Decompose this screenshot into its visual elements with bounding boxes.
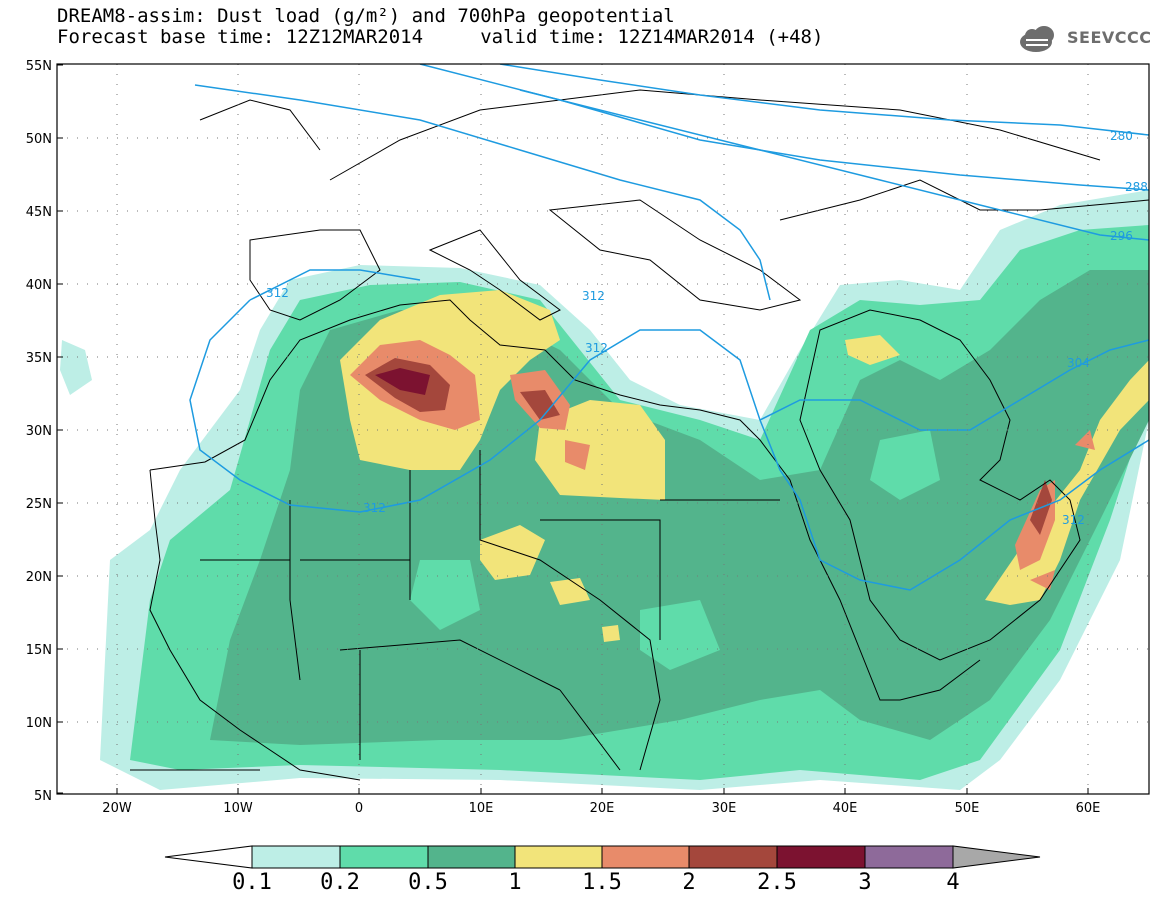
lon-label: 60E (1076, 801, 1101, 816)
colorbar-segment (427, 845, 516, 869)
contour-label: 312 (1062, 513, 1085, 527)
lat-label: 10N (26, 716, 52, 731)
lat-label: 55N (26, 59, 52, 74)
contour-312-west (249, 269, 421, 301)
contour-label-group: 280 288 296 304 312 312 312 312 312 (266, 129, 1148, 527)
contour-label: 296 (1110, 229, 1133, 243)
dust-field (60, 190, 1149, 790)
contour-label: 312 (363, 501, 386, 515)
colorbar-label: 4 (946, 870, 960, 895)
contour-label: 304 (1067, 356, 1090, 370)
contour-312-north (194, 84, 771, 301)
lat-label: 25N (26, 497, 52, 512)
colorbar-segment (864, 845, 954, 869)
colorbar-label: 0.1 (232, 870, 272, 895)
colorbar-label: 1 (508, 870, 522, 895)
lon-label: 10E (469, 801, 494, 816)
colorbar-label: 0.2 (320, 870, 360, 895)
colorbar-segment (251, 845, 341, 869)
colorbar-under (164, 845, 253, 869)
contour-304 (759, 339, 1149, 431)
colorbar-segment (776, 845, 866, 869)
colorbar-segment (601, 845, 690, 869)
colorbar-over (952, 845, 1041, 869)
coastlines (130, 89, 1149, 781)
lon-label: 20E (590, 801, 615, 816)
contour-label: 312 (266, 286, 289, 300)
colorbar-segment (514, 845, 603, 869)
axis-ticks (57, 64, 1089, 794)
geopotential-contours (189, 64, 1149, 591)
lon-label: 50E (955, 801, 980, 816)
contour-280 (499, 64, 1149, 136)
map-frame (56, 63, 1150, 795)
lat-label: 5N (34, 789, 52, 804)
longitude-labels: 20W 10W 0 10E 20E 30E 40E 50E 60E (102, 801, 1100, 816)
lat-label: 45N (26, 205, 52, 220)
lon-label: 20W (102, 801, 132, 816)
map-title: DREAM8-assim: Dust load (g/m²) and 700hP… (57, 5, 675, 27)
contour-312-south (189, 299, 1149, 591)
lon-label: 30E (712, 801, 737, 816)
graticule (57, 64, 1149, 794)
colorbar-segment (688, 845, 778, 869)
lat-label: 15N (26, 643, 52, 658)
dust-2.5-region (375, 368, 430, 395)
colorbar-segment (339, 845, 429, 869)
cloud-icon (1020, 26, 1054, 52)
lat-label: 20N (26, 570, 52, 585)
colorbar-label: 3 (858, 870, 872, 895)
lat-label: 50N (26, 132, 52, 147)
colorbar-label: 2 (682, 870, 696, 895)
contour-label: 288 (1125, 180, 1148, 194)
lat-label: 30N (26, 424, 52, 439)
contour-label: 312 (582, 289, 605, 303)
colorbar-label: 2.5 (757, 870, 797, 895)
colorbar (164, 845, 1041, 869)
lat-label: 35N (26, 351, 52, 366)
lon-label: 0 (355, 801, 363, 816)
lon-label: 10W (223, 801, 253, 816)
forecast-time: Forecast base time: 12Z12MAR2014 valid t… (57, 26, 824, 48)
colorbar-label: 0.5 (408, 870, 448, 895)
lon-label: 40E (833, 801, 858, 816)
latitude-labels: 55N 50N 45N 40N 35N 30N 25N 20N 15N 10N … (26, 59, 52, 804)
contour-label: 280 (1110, 129, 1133, 143)
logo-text: SEEVCCC (1067, 28, 1152, 47)
contour-296 (519, 89, 1149, 241)
contour-label: 312 (585, 341, 608, 355)
colorbar-label: 1.5 (582, 870, 622, 895)
lat-label: 40N (26, 278, 52, 293)
